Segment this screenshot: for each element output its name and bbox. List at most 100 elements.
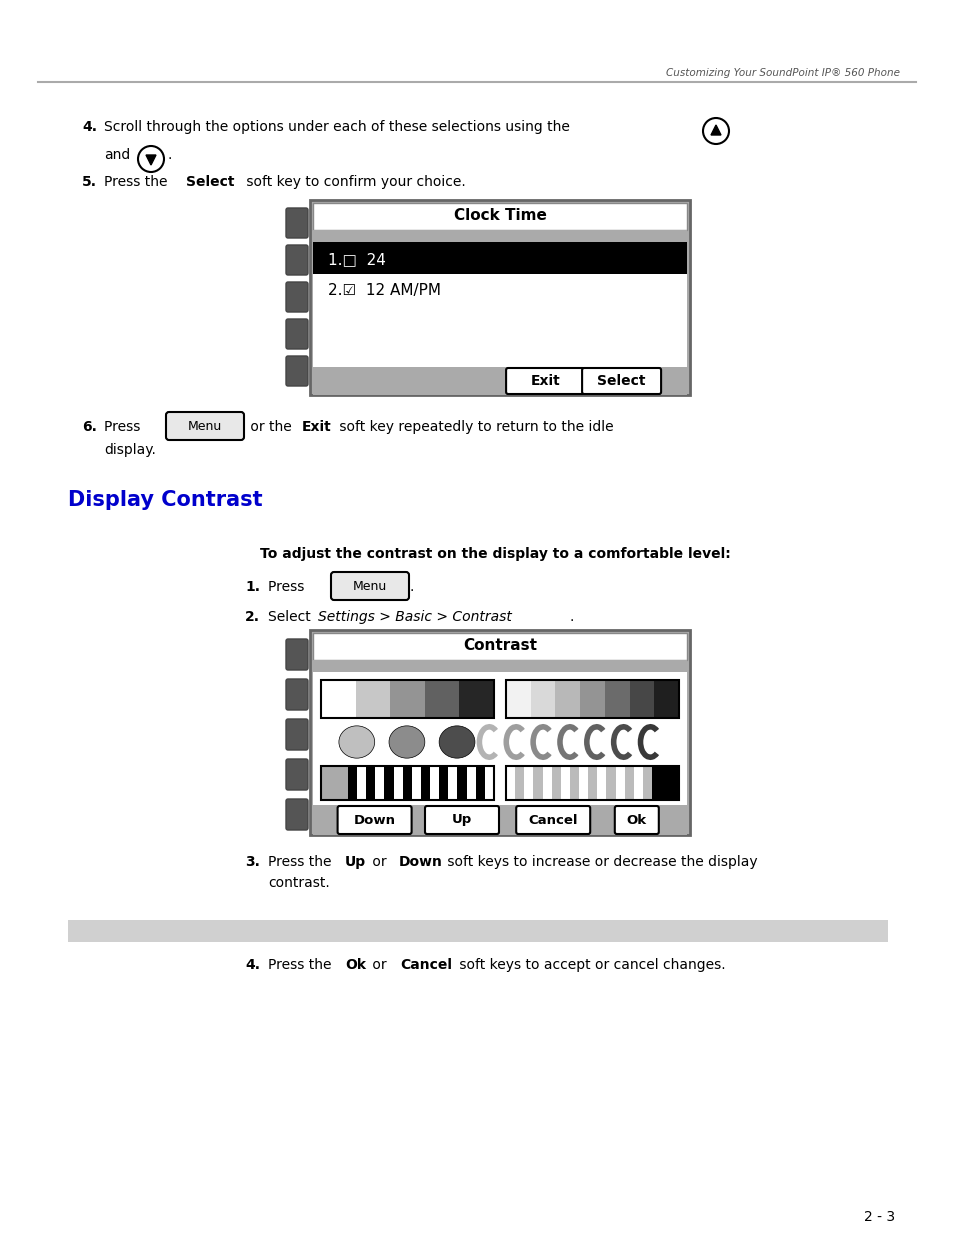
FancyBboxPatch shape: [286, 719, 308, 750]
FancyBboxPatch shape: [633, 766, 642, 800]
FancyBboxPatch shape: [356, 766, 366, 800]
FancyBboxPatch shape: [393, 766, 402, 800]
FancyBboxPatch shape: [310, 200, 689, 395]
FancyBboxPatch shape: [313, 367, 686, 395]
FancyBboxPatch shape: [524, 766, 533, 800]
FancyBboxPatch shape: [286, 638, 308, 671]
Ellipse shape: [338, 726, 375, 758]
FancyBboxPatch shape: [286, 207, 308, 238]
Text: Select: Select: [597, 374, 645, 388]
FancyBboxPatch shape: [615, 766, 624, 800]
FancyBboxPatch shape: [505, 680, 530, 718]
Ellipse shape: [389, 726, 424, 758]
FancyBboxPatch shape: [642, 766, 652, 800]
FancyBboxPatch shape: [320, 680, 355, 718]
FancyBboxPatch shape: [533, 766, 542, 800]
FancyBboxPatch shape: [286, 245, 308, 275]
Text: 2.☑  12 AM/PM: 2.☑ 12 AM/PM: [328, 284, 440, 299]
FancyBboxPatch shape: [313, 242, 686, 274]
FancyBboxPatch shape: [286, 760, 308, 790]
FancyBboxPatch shape: [348, 766, 356, 800]
Text: Customizing Your SoundPoint IP® 560 Phone: Customizing Your SoundPoint IP® 560 Phon…: [665, 68, 899, 78]
Text: soft keys to increase or decrease the display: soft keys to increase or decrease the di…: [442, 855, 757, 869]
FancyBboxPatch shape: [597, 766, 606, 800]
FancyBboxPatch shape: [438, 766, 448, 800]
FancyBboxPatch shape: [614, 806, 659, 834]
FancyBboxPatch shape: [506, 368, 584, 394]
Text: Down: Down: [354, 814, 395, 826]
FancyBboxPatch shape: [313, 805, 686, 835]
Text: Contrast: Contrast: [462, 638, 537, 653]
FancyBboxPatch shape: [337, 806, 411, 834]
FancyBboxPatch shape: [578, 766, 588, 800]
Text: Press the: Press the: [268, 958, 335, 972]
Text: Down: Down: [398, 855, 442, 869]
Text: Cancel: Cancel: [528, 814, 578, 826]
FancyBboxPatch shape: [459, 680, 494, 718]
FancyBboxPatch shape: [581, 368, 660, 394]
Text: Press the: Press the: [268, 855, 335, 869]
FancyBboxPatch shape: [654, 680, 679, 718]
Text: Select: Select: [186, 175, 234, 189]
Text: 1.□  24: 1.□ 24: [328, 252, 385, 268]
Text: Scroll through the options under each of these selections using the: Scroll through the options under each of…: [104, 120, 569, 135]
Text: display.: display.: [104, 443, 155, 457]
Text: or: or: [368, 958, 391, 972]
Ellipse shape: [438, 726, 475, 758]
FancyBboxPatch shape: [402, 766, 412, 800]
FancyBboxPatch shape: [652, 766, 679, 800]
FancyBboxPatch shape: [313, 659, 686, 672]
FancyBboxPatch shape: [313, 230, 686, 242]
Polygon shape: [146, 156, 156, 165]
FancyBboxPatch shape: [68, 920, 887, 942]
Text: Ok: Ok: [345, 958, 366, 972]
FancyBboxPatch shape: [430, 766, 438, 800]
Text: Press the: Press the: [104, 175, 172, 189]
Text: 4.: 4.: [82, 120, 97, 135]
Text: .: .: [410, 580, 414, 594]
Text: Exit: Exit: [302, 420, 332, 433]
FancyBboxPatch shape: [331, 572, 409, 600]
FancyBboxPatch shape: [286, 799, 308, 830]
Text: .: .: [168, 148, 172, 162]
Text: Display Contrast: Display Contrast: [68, 490, 262, 510]
FancyBboxPatch shape: [542, 766, 551, 800]
FancyBboxPatch shape: [313, 274, 686, 304]
Text: Press: Press: [268, 580, 309, 594]
Text: Up: Up: [345, 855, 366, 869]
Text: Up: Up: [452, 814, 472, 826]
Text: To adjust the contrast on the display to a comfortable level:: To adjust the contrast on the display to…: [260, 547, 730, 561]
FancyBboxPatch shape: [515, 766, 524, 800]
Text: 5.: 5.: [82, 175, 97, 189]
FancyBboxPatch shape: [457, 766, 466, 800]
FancyBboxPatch shape: [286, 319, 308, 350]
FancyBboxPatch shape: [375, 766, 384, 800]
FancyBboxPatch shape: [604, 680, 629, 718]
Text: 2 - 3: 2 - 3: [863, 1210, 895, 1224]
Text: or: or: [368, 855, 391, 869]
FancyBboxPatch shape: [466, 766, 476, 800]
FancyBboxPatch shape: [286, 356, 308, 387]
Polygon shape: [710, 125, 720, 135]
Text: Ok: Ok: [626, 814, 646, 826]
FancyBboxPatch shape: [569, 766, 578, 800]
FancyBboxPatch shape: [313, 672, 686, 805]
Text: Menu: Menu: [188, 420, 222, 433]
FancyBboxPatch shape: [560, 766, 569, 800]
Text: 6.: 6.: [82, 420, 97, 433]
Text: 1.: 1.: [245, 580, 260, 594]
Text: Clock Time: Clock Time: [453, 209, 546, 224]
Text: 2.: 2.: [245, 610, 260, 624]
Text: and: and: [104, 148, 131, 162]
FancyBboxPatch shape: [313, 634, 686, 659]
Text: contrast.: contrast.: [268, 876, 330, 890]
FancyBboxPatch shape: [629, 680, 654, 718]
FancyBboxPatch shape: [320, 766, 348, 800]
FancyBboxPatch shape: [313, 203, 686, 230]
Text: 4.: 4.: [245, 958, 260, 972]
Text: 3.: 3.: [245, 855, 259, 869]
FancyBboxPatch shape: [555, 680, 579, 718]
FancyBboxPatch shape: [166, 412, 244, 440]
FancyBboxPatch shape: [286, 679, 308, 710]
Text: soft key repeatedly to return to the idle: soft key repeatedly to return to the idl…: [335, 420, 613, 433]
